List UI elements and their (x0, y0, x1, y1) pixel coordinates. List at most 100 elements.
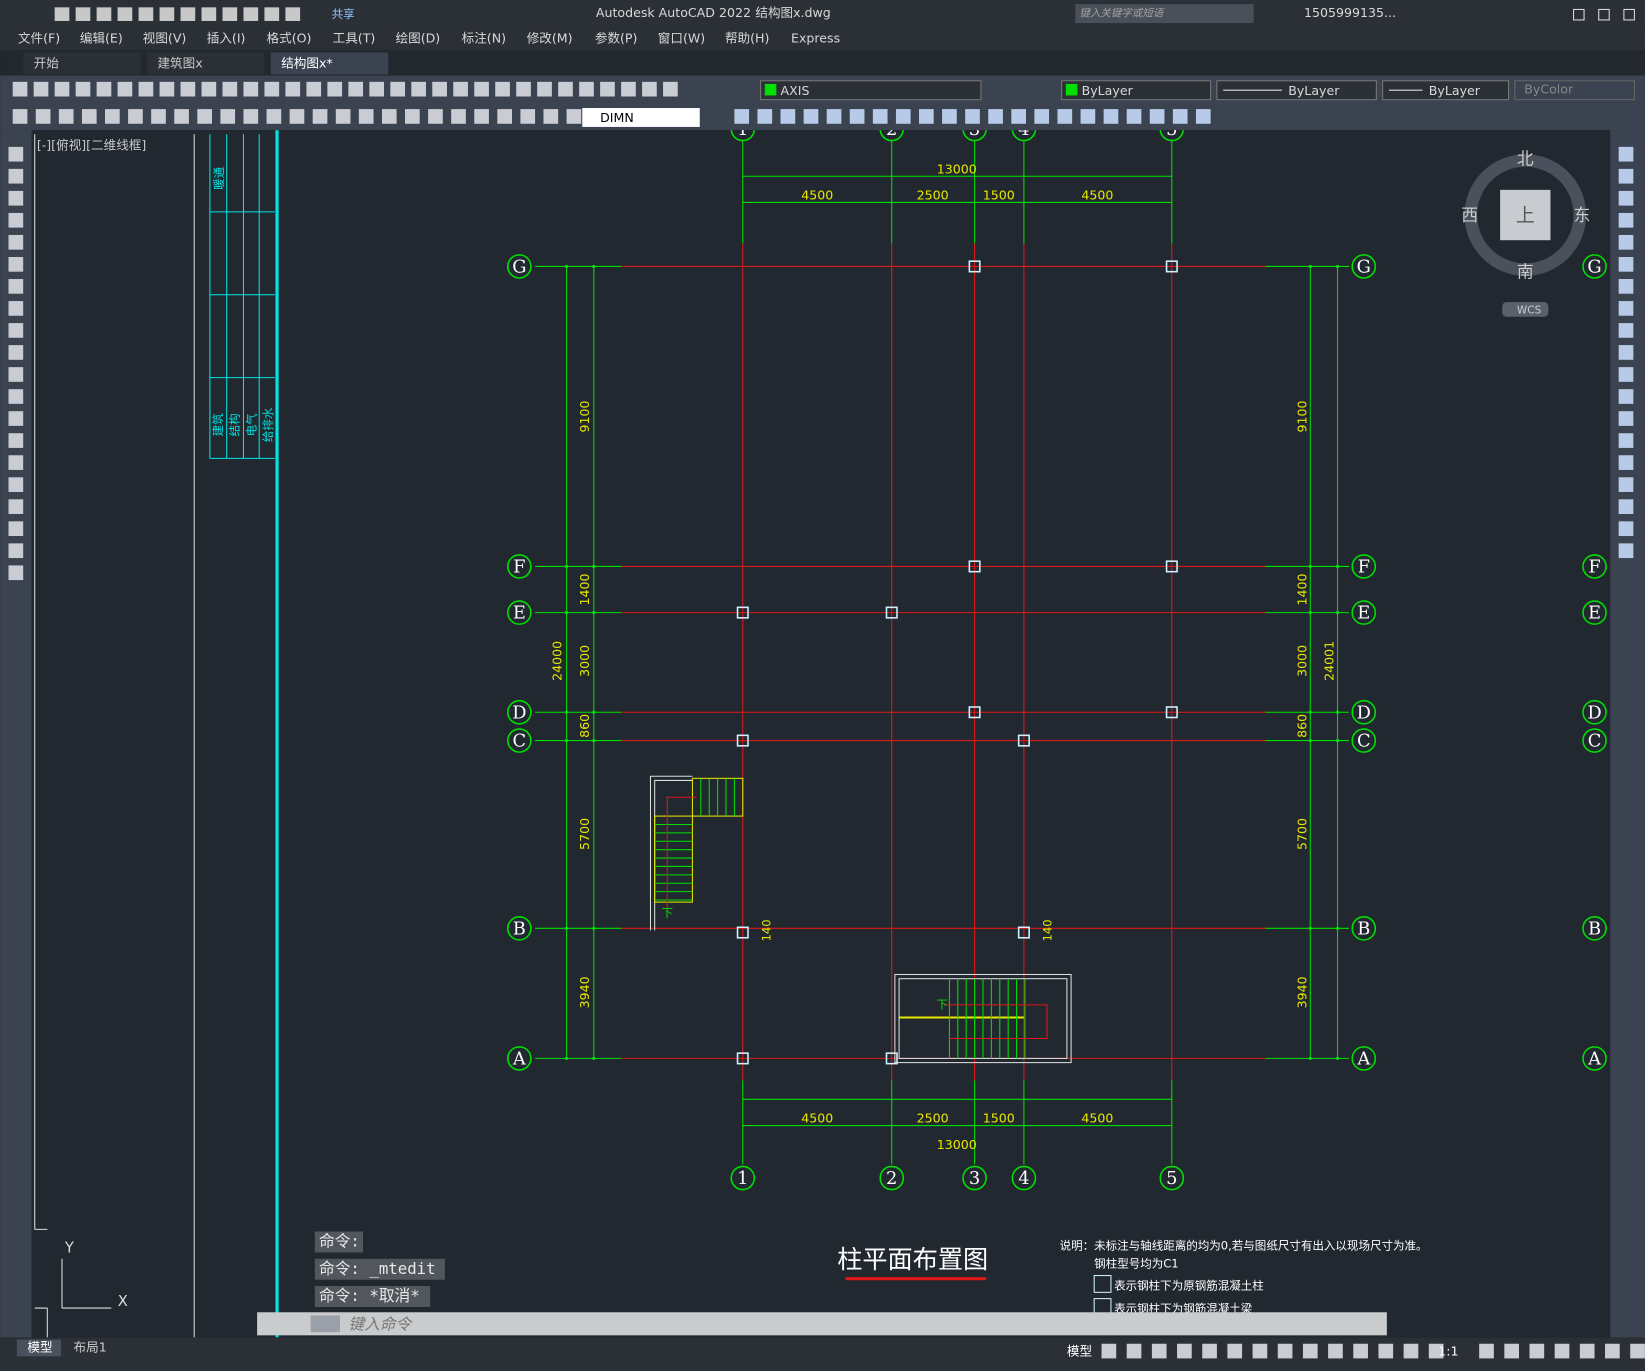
status-icon[interactable] (1177, 1343, 1192, 1359)
toolbar-icon[interactable] (1172, 109, 1188, 124)
toolbar-icon[interactable] (381, 109, 397, 124)
palette-icon[interactable] (1618, 168, 1634, 184)
status-icon[interactable] (1630, 1343, 1645, 1359)
status-icon[interactable] (1605, 1343, 1620, 1359)
toolbar-icon[interactable] (537, 81, 552, 97)
toolbar-icon[interactable] (642, 81, 657, 97)
toolbar-icon[interactable] (12, 109, 28, 124)
palette-icon[interactable] (1618, 389, 1634, 404)
toolbar-icon[interactable] (1103, 109, 1119, 124)
linetype-combo[interactable] (1216, 80, 1377, 101)
palette-icon[interactable] (8, 234, 24, 250)
palette-icon[interactable] (1618, 146, 1634, 162)
qat-icon[interactable] (138, 7, 154, 21)
palette-icon[interactable] (1618, 323, 1634, 338)
toolbar-icon[interactable] (516, 81, 531, 97)
toolbar-icon[interactable] (96, 81, 112, 97)
toolbar-icon[interactable] (306, 81, 322, 97)
toolbar-icon[interactable] (543, 109, 559, 124)
palette-icon[interactable] (1618, 345, 1634, 360)
palette-icon[interactable] (8, 190, 24, 206)
palette-icon[interactable] (1618, 521, 1634, 537)
palette-icon[interactable] (8, 411, 24, 426)
tab[interactable] (23, 52, 141, 75)
palette-icon[interactable] (8, 521, 24, 537)
toolbar-icon[interactable] (826, 109, 842, 124)
toolbar-icon[interactable] (159, 81, 175, 97)
palette-icon[interactable] (8, 301, 24, 316)
toolbar-icon[interactable] (1195, 109, 1211, 124)
status-icon[interactable] (1428, 1343, 1444, 1359)
palette-icon[interactable] (1618, 367, 1634, 382)
toolbar-icon[interactable] (289, 109, 305, 124)
toolbar-icon[interactable] (266, 109, 282, 124)
layout-tab[interactable] (16, 1339, 61, 1357)
toolbar-icon[interactable] (81, 109, 97, 124)
toolbar-icon[interactable] (75, 81, 91, 97)
wcs-button[interactable] (1502, 302, 1549, 317)
menu-item[interactable]: 工具(T) (333, 30, 376, 45)
palette-icon[interactable] (8, 499, 24, 514)
toolbar-icon[interactable] (780, 109, 796, 124)
toolbar-icon[interactable] (1057, 109, 1073, 124)
palette-icon[interactable] (1618, 543, 1634, 559)
menu-item[interactable]: 文件(F) (18, 30, 60, 45)
palette-icon[interactable] (8, 367, 24, 382)
palette-icon[interactable] (8, 433, 24, 448)
status-icon[interactable] (1529, 1343, 1545, 1359)
layout-tab-label[interactable]: 模型 (27, 1339, 52, 1354)
tab-label[interactable]: 建筑图x (157, 55, 203, 70)
toolbar-icon[interactable] (201, 81, 217, 97)
toolbar-icon[interactable] (1080, 109, 1096, 124)
status-icon[interactable] (1252, 1343, 1268, 1359)
status-icon[interactable] (1277, 1343, 1293, 1359)
lineweight-name[interactable]: ByLayer (1429, 83, 1481, 98)
menu-item[interactable]: 窗口(W) (658, 30, 705, 45)
palette-icon[interactable] (1618, 279, 1634, 294)
qat-icon[interactable] (222, 7, 238, 21)
layer-combo[interactable] (760, 80, 982, 101)
toolbar-icon[interactable] (558, 81, 573, 97)
toolbar-icon[interactable] (942, 109, 957, 124)
menu-item[interactable]: 修改(M) (527, 30, 573, 45)
toolbar-icon[interactable] (919, 109, 934, 124)
status-icon[interactable] (1202, 1343, 1217, 1359)
toolbar-icon[interactable] (348, 81, 364, 97)
palette-icon[interactable] (8, 455, 24, 470)
menu-item[interactable]: 编辑(E) (80, 30, 123, 45)
toolbar-icon[interactable] (174, 109, 189, 124)
plotstyle-name[interactable]: ByColor (1524, 82, 1574, 97)
menu-item[interactable]: 参数(P) (595, 30, 638, 45)
palette-icon[interactable] (1618, 477, 1634, 492)
user-menu[interactable]: 1505999135... (1304, 5, 1396, 20)
status-space[interactable]: 模型 (1067, 1344, 1092, 1359)
toolbar-icon[interactable] (243, 109, 259, 124)
toolbar-icon[interactable] (1149, 109, 1165, 124)
palette-icon[interactable] (1618, 411, 1634, 426)
toolbar-icon[interactable] (965, 109, 980, 124)
toolbar-icon[interactable] (197, 109, 213, 124)
toolbar-icon[interactable] (128, 109, 143, 124)
toolbar-icon[interactable] (803, 109, 819, 124)
status-icon[interactable] (1126, 1343, 1142, 1359)
toolbar-icon[interactable] (849, 109, 865, 124)
toolbar-icon[interactable] (895, 109, 911, 124)
layout-tab-label[interactable]: 布局1 (74, 1339, 107, 1354)
qat-icon[interactable] (264, 7, 280, 21)
toolbar-icon[interactable] (600, 81, 615, 97)
palette-icon[interactable] (8, 477, 24, 492)
toolbar-icon[interactable] (757, 109, 773, 124)
tab[interactable] (270, 52, 389, 75)
toolbar-icon[interactable] (520, 109, 536, 124)
lineweight-combo[interactable] (1382, 80, 1510, 101)
qat-icon[interactable] (285, 7, 301, 21)
toolbar-icon[interactable] (453, 81, 468, 97)
palette-icon[interactable] (1618, 256, 1634, 272)
toolbar-icon[interactable] (222, 81, 238, 97)
toolbar-icon[interactable] (579, 81, 594, 97)
palette-icon[interactable] (1618, 212, 1634, 228)
palette-icon[interactable] (8, 279, 24, 294)
tab-label[interactable]: 结构图x* (281, 55, 332, 70)
linetype-name[interactable]: ByLayer (1288, 83, 1340, 98)
palette-icon[interactable] (8, 345, 24, 360)
